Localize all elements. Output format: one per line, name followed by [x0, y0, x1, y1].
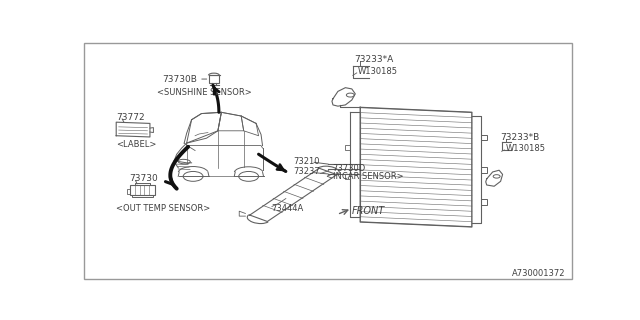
Bar — [346, 174, 350, 179]
Text: 73237: 73237 — [293, 167, 320, 176]
Text: FRONT: FRONT — [352, 206, 385, 216]
Bar — [481, 135, 487, 140]
Text: 73233*B: 73233*B — [500, 133, 540, 142]
Text: 73772: 73772 — [116, 113, 145, 122]
Text: <LABEL>: <LABEL> — [116, 140, 157, 149]
Bar — [209, 75, 220, 83]
Text: 73730D: 73730D — [332, 164, 365, 173]
Text: 73210: 73210 — [293, 157, 320, 166]
Text: 73730: 73730 — [129, 174, 158, 183]
Text: W130185: W130185 — [506, 144, 545, 153]
Text: A730001372: A730001372 — [511, 269, 565, 278]
Text: 73444A: 73444A — [271, 204, 303, 213]
Bar — [129, 185, 156, 195]
Text: 73730B: 73730B — [162, 75, 196, 84]
Bar — [481, 199, 487, 205]
Bar — [127, 189, 129, 194]
Text: <INCAR SENSOR>: <INCAR SENSOR> — [326, 172, 403, 181]
Bar — [346, 145, 350, 150]
Bar — [481, 167, 487, 172]
Text: <OUT TEMP SENSOR>: <OUT TEMP SENSOR> — [116, 204, 211, 213]
Text: <SUNSHINE SENSOR>: <SUNSHINE SENSOR> — [157, 88, 252, 97]
Text: 73233*A: 73233*A — [355, 55, 394, 64]
Text: W130185: W130185 — [358, 67, 398, 76]
Bar — [132, 195, 154, 197]
